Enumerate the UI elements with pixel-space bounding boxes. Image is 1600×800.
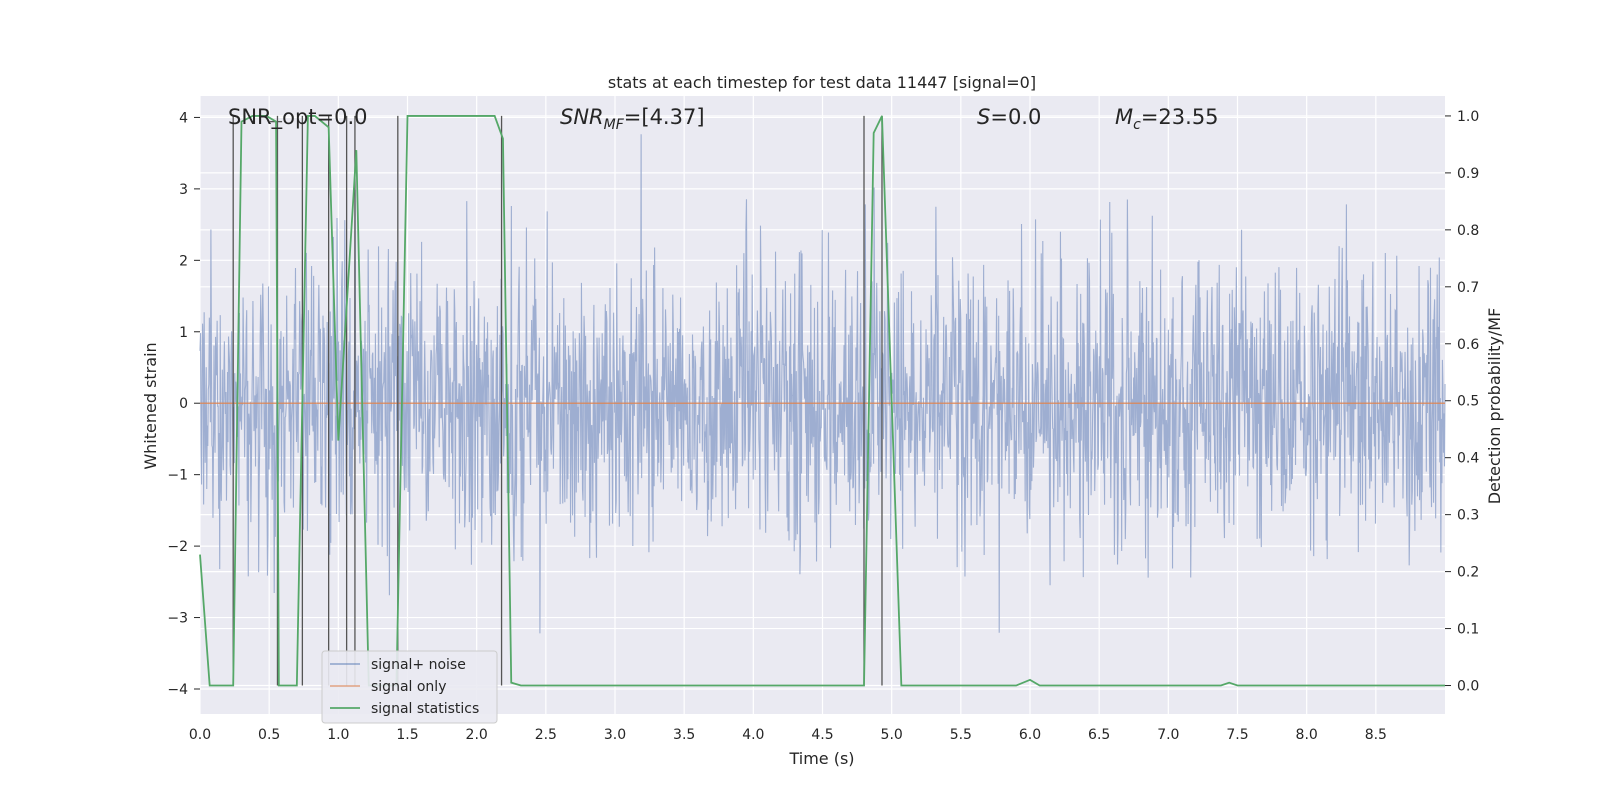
y-left-tick-label-0: −4 bbox=[167, 682, 188, 698]
x-tick-label-12: 6.0 bbox=[1019, 727, 1041, 743]
x-axis-label: Time (s) bbox=[788, 749, 854, 768]
y-right-tick-label-5: 0.5 bbox=[1457, 394, 1479, 410]
x-tick-label-8: 4.0 bbox=[742, 727, 764, 743]
y-right-axis-ticks: 0.0 0.1 0.2 0.3 0.4 0.5 0.6 0.7 0.8 0.9 1.0 bbox=[1445, 109, 1479, 695]
legend-label-statistics: signal statistics bbox=[371, 701, 479, 717]
y-left-tick-label-1: −3 bbox=[167, 611, 188, 627]
x-tick-label-1: 0.5 bbox=[258, 727, 280, 743]
y-right-axis-label: Detection probability/MF bbox=[1485, 308, 1504, 505]
x-tick-label-9: 4.5 bbox=[811, 727, 833, 743]
y-left-axis-label: Whitened strain bbox=[141, 342, 160, 469]
x-tick-label-11: 5.5 bbox=[950, 727, 972, 743]
y-left-tick-label-6: 2 bbox=[179, 253, 188, 269]
y-left-tick-label-3: −1 bbox=[167, 468, 188, 484]
y-right-tick-label-7: 0.7 bbox=[1457, 280, 1479, 296]
annotation-snr-opt: SNR_opt=0.0 bbox=[228, 105, 368, 130]
annotation-s: S=0.0 bbox=[977, 105, 1041, 129]
x-tick-label-16: 8.0 bbox=[1296, 727, 1318, 743]
x-tick-label-6: 3.0 bbox=[604, 727, 626, 743]
noise-trace bbox=[199, 134, 1446, 634]
legend-label-noise: signal+ noise bbox=[371, 657, 466, 673]
x-tick-label-10: 5.0 bbox=[881, 727, 903, 743]
y-right-tick-label-8: 0.8 bbox=[1457, 223, 1479, 239]
legend-box bbox=[321, 650, 498, 724]
x-tick-label-17: 8.5 bbox=[1365, 727, 1387, 743]
y-right-tick-label-10: 1.0 bbox=[1457, 109, 1479, 125]
x-tick-label-4: 2.0 bbox=[466, 727, 488, 743]
y-left-tick-label-4: 0 bbox=[179, 396, 188, 412]
noise-series bbox=[199, 134, 1446, 634]
y-left-tick-label-5: 1 bbox=[179, 325, 188, 341]
y-right-tick-label-9: 0.9 bbox=[1457, 166, 1479, 182]
y-left-axis-ticks: −4 −3 −2 −1 0 1 2 3 4 bbox=[167, 110, 200, 698]
y-right-tick-label-4: 0.4 bbox=[1457, 451, 1479, 467]
y-right-tick-label-3: 0.3 bbox=[1457, 508, 1479, 524]
x-tick-label-13: 6.5 bbox=[1088, 727, 1110, 743]
x-tick-label-0: 0.0 bbox=[189, 727, 211, 743]
chart-title: stats at each timestep for test data 114… bbox=[608, 73, 1036, 92]
x-tick-label-5: 2.5 bbox=[535, 727, 557, 743]
x-tick-label-2: 1.0 bbox=[327, 727, 349, 743]
y-right-tick-label-6: 0.6 bbox=[1457, 337, 1479, 353]
x-tick-label-15: 7.5 bbox=[1226, 727, 1248, 743]
legend: signal+ noise signal only signal statist… bbox=[321, 650, 498, 724]
annotation-snr-mf: SNRMF=[4.37] bbox=[560, 105, 705, 133]
y-left-tick-label-8: 4 bbox=[179, 110, 188, 126]
annotation-mc: Mc=23.55 bbox=[1115, 105, 1219, 133]
y-right-tick-label-1: 0.1 bbox=[1457, 622, 1479, 638]
x-tick-label-14: 7.0 bbox=[1157, 727, 1179, 743]
x-tick-label-3: 1.5 bbox=[396, 727, 418, 743]
signal-statistics-line bbox=[199, 115, 1445, 687]
y-right-tick-label-0: 0.0 bbox=[1457, 679, 1479, 695]
y-left-tick-label-7: 3 bbox=[179, 182, 188, 198]
legend-label-signal-only: signal only bbox=[371, 679, 446, 695]
y-right-tick-label-2: 0.2 bbox=[1457, 565, 1479, 581]
x-tick-label-7: 3.5 bbox=[673, 727, 695, 743]
x-axis-ticks: 0.0 0.5 1.0 1.5 2.0 2.5 3.0 3.5 4.0 4.5 5.0 5.5 6.0 6… bbox=[189, 727, 1387, 743]
y-left-tick-label-2: −2 bbox=[167, 539, 188, 555]
